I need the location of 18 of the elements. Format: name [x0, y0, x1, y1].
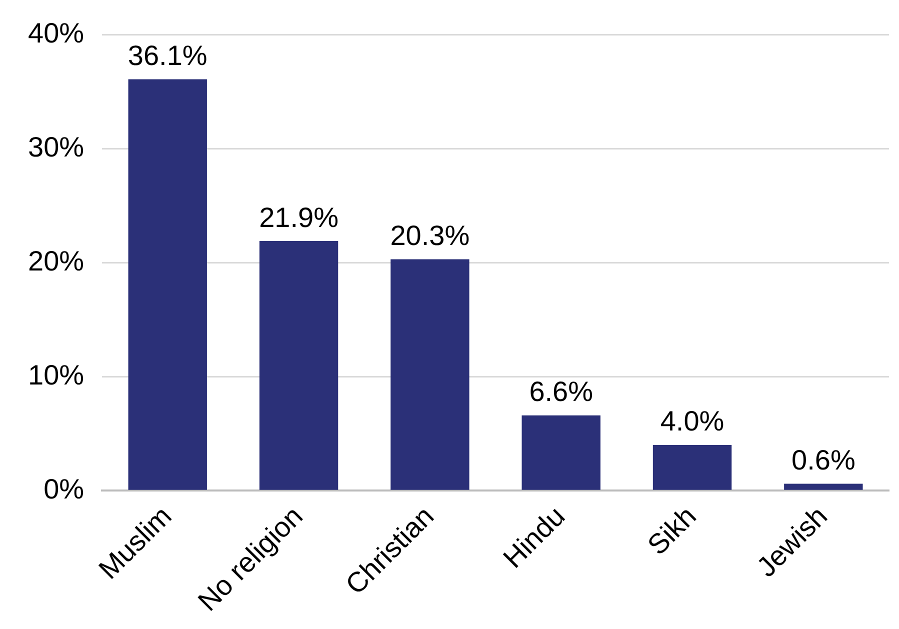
- bar: [128, 79, 207, 490]
- data-label: 0.6%: [792, 444, 856, 476]
- data-label: 6.6%: [529, 376, 594, 408]
- data-label: 36.1%: [128, 40, 208, 71]
- y-tick-label: 0%: [44, 473, 84, 504]
- data-label: 4.0%: [660, 406, 724, 437]
- bar: [390, 259, 470, 490]
- data-label: 20.3%: [390, 220, 470, 251]
- y-tick-label: 40%: [28, 18, 84, 49]
- x-tick-label: Sikh: [642, 500, 702, 561]
- bar: [259, 241, 338, 490]
- y-tick-label: 10%: [28, 359, 84, 390]
- bar: [652, 445, 732, 490]
- bar: [784, 484, 863, 490]
- bar: [522, 415, 600, 490]
- y-tick-label: 20%: [28, 245, 84, 276]
- y-tick-label: 30%: [28, 131, 84, 162]
- data-label: 21.9%: [259, 202, 338, 233]
